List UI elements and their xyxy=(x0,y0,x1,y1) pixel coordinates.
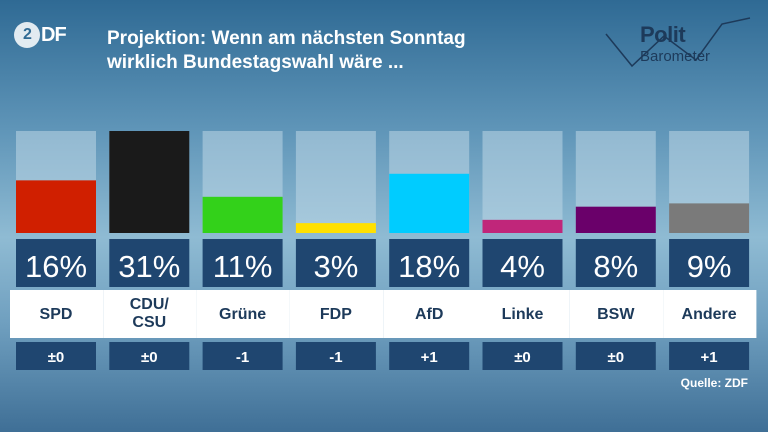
category-label: SPD xyxy=(40,306,73,323)
source-label: Quelle: ZDF xyxy=(680,376,748,390)
category-band xyxy=(663,290,757,338)
title-line-1: Projektion: Wenn am nächsten Sonntag xyxy=(107,28,466,49)
bar xyxy=(389,173,470,233)
bar xyxy=(109,131,190,233)
value-label-box xyxy=(575,239,656,287)
zdf-logo-text: DF xyxy=(41,23,67,46)
bar xyxy=(575,206,656,233)
value-label: 16% xyxy=(25,249,87,284)
value-label: 11% xyxy=(213,249,273,284)
politbarometer-logo: Polit Barometer xyxy=(604,14,754,74)
zdf-logo: 2 DF xyxy=(14,22,76,48)
change-label: ±0 xyxy=(48,349,65,366)
category-label: BSW xyxy=(597,306,635,323)
politbarometer-line2: Barometer xyxy=(640,48,711,65)
change-label: ±0 xyxy=(514,349,531,366)
zdf-logo-circle: 2 xyxy=(14,22,40,48)
change-label: ±0 xyxy=(608,349,625,366)
value-label: 31% xyxy=(118,249,180,284)
value-label: 8% xyxy=(593,249,638,284)
value-label-box xyxy=(202,239,283,287)
value-label-box xyxy=(295,239,376,287)
bar xyxy=(16,180,96,233)
category-band xyxy=(383,290,477,338)
category-band xyxy=(569,290,664,338)
category-label: Andere xyxy=(682,306,737,323)
value-label-box xyxy=(669,239,750,287)
category-band xyxy=(196,290,290,338)
politbarometer-zigzag-icon xyxy=(605,17,751,68)
category-label: AfD xyxy=(415,306,443,323)
chart-title: Projektion: Wenn am nächsten Sonntag wir… xyxy=(107,27,587,75)
value-label-box xyxy=(482,239,563,287)
change-box xyxy=(109,342,190,370)
category-label: FDP xyxy=(320,306,352,323)
value-label: 18% xyxy=(398,249,460,284)
value-label-box xyxy=(109,239,190,287)
category-label: Linke xyxy=(502,306,544,323)
change-box xyxy=(202,342,283,370)
bar xyxy=(202,196,283,233)
change-label: ±0 xyxy=(141,349,158,366)
value-label: 3% xyxy=(313,249,358,284)
change-box xyxy=(389,342,470,370)
change-box xyxy=(295,342,376,370)
category-label: CDU/ xyxy=(130,296,170,313)
change-label: -1 xyxy=(236,349,249,366)
category-band xyxy=(10,290,104,338)
category-band xyxy=(289,290,384,338)
change-label: +1 xyxy=(421,349,438,366)
bar xyxy=(669,203,750,233)
category-label: Grüne xyxy=(219,306,266,323)
change-box xyxy=(669,342,750,370)
politbarometer-line1: Polit xyxy=(640,22,686,47)
bar-track xyxy=(482,131,563,233)
category-label: CSU xyxy=(132,314,166,331)
change-box xyxy=(482,342,563,370)
bar xyxy=(295,223,376,233)
category-band xyxy=(476,290,570,338)
bar-track xyxy=(295,131,376,233)
change-box xyxy=(16,342,96,370)
title-line-2: wirklich Bundestagswahl wäre ... xyxy=(107,52,404,73)
value-label-box xyxy=(389,239,470,287)
bar xyxy=(482,219,563,233)
change-label: +1 xyxy=(701,349,718,366)
value-label-box xyxy=(16,239,96,287)
value-label: 9% xyxy=(687,249,732,284)
category-band xyxy=(103,290,197,338)
value-label: 4% xyxy=(500,249,545,284)
change-box xyxy=(575,342,656,370)
change-label: -1 xyxy=(329,349,342,366)
